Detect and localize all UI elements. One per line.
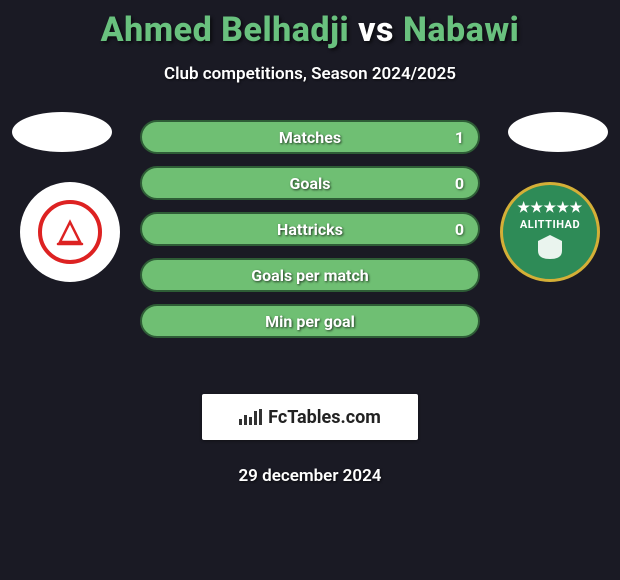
- club-right-label: ALITTIHAD: [517, 218, 582, 231]
- footer-date: 29 december 2024: [0, 466, 620, 486]
- player1-avatar: [12, 112, 112, 152]
- comparison-title: Ahmed Belhadji vs Nabawi: [0, 0, 620, 50]
- stat-label: Min per goal: [265, 312, 355, 331]
- stat-rows: Matches 1 Goals 0 Hattricks 0 Goals per match M…: [140, 120, 480, 350]
- stat-label: Matches: [279, 128, 341, 147]
- player2-avatar: [508, 112, 608, 152]
- player1-club-badge: [20, 182, 120, 282]
- stat-row: Matches 1: [140, 120, 480, 154]
- stat-label: Hattricks: [277, 220, 343, 239]
- subtitle: Club competitions, Season 2024/2025: [0, 64, 620, 84]
- watermark: FcTables.com: [202, 394, 418, 440]
- stat-value-right: 1: [455, 128, 464, 147]
- title-vs: vs: [358, 10, 394, 50]
- zamalek-icon: [38, 200, 102, 264]
- stat-value-right: 0: [455, 174, 464, 193]
- stat-row: Goals 0: [140, 166, 480, 200]
- alittihad-icon: ★★★★★ ALITTIHAD: [517, 200, 582, 264]
- stat-row: Hattricks 0: [140, 212, 480, 246]
- stat-label: Goals: [290, 174, 331, 193]
- stat-row: Goals per match: [140, 258, 480, 292]
- stat-row: Min per goal: [140, 304, 480, 338]
- title-player1: Ahmed Belhadji: [101, 10, 350, 50]
- stats-area: ★★★★★ ALITTIHAD Matches 1 Goals 0 Hattricks 0…: [0, 120, 620, 380]
- chart-icon: [239, 409, 262, 425]
- stat-value-right: 0: [455, 220, 464, 239]
- stat-label: Goals per match: [251, 266, 369, 285]
- player2-club-badge: ★★★★★ ALITTIHAD: [500, 182, 600, 282]
- title-player2: Nabawi: [403, 10, 519, 50]
- watermark-text: FcTables.com: [268, 407, 381, 428]
